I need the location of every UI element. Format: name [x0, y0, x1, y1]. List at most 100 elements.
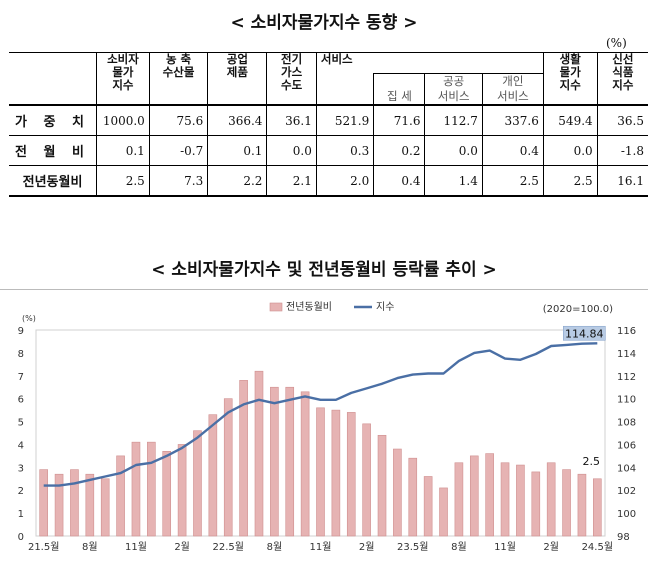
table-cell: 0.1 [96, 135, 150, 166]
yoy-bar [469, 455, 479, 537]
right-tick-label: 116 [617, 326, 636, 337]
table-row: 전년동월비 2.5 7.3 2.2 2.1 2.0 0.4 1.4 2.5 2.… [9, 165, 648, 197]
sub-header-text: 집 세 [386, 89, 412, 103]
table-cell: 7.3 [148, 165, 209, 197]
left-tick-label: 2 [18, 486, 24, 497]
table-cell: 1000.0 [96, 104, 150, 136]
yoy-bar [485, 453, 494, 537]
yoy-bar [208, 414, 218, 537]
x-tick-label: 8월 [267, 541, 283, 553]
sub-header-rent: 집 세 [373, 73, 426, 106]
col-header-cpi: 소비자 물가 지수 [96, 52, 150, 106]
chart-svg: 0 1 2 3 4 5 6 7 8 9 (%) 98 100 102 104 106 108 110 112 114 1… [18, 301, 636, 553]
yoy-bar [39, 469, 48, 537]
last-yoy-label: 2.5 [583, 455, 601, 468]
x-tick-label: 11월 [494, 541, 516, 553]
legend-label: 지수 [376, 301, 394, 313]
right-tick-label: 98 [617, 532, 630, 543]
right-tick-label: 106 [617, 440, 636, 451]
table-row: 가 중 치 1000.0 75.6 366.4 36.1 521.9 71.6 … [9, 104, 648, 136]
yoy-bar [393, 448, 402, 537]
sub-header-text: 공공 서비스 [437, 74, 470, 103]
left-tick-label: 8 [18, 349, 24, 360]
unit-label: (%) [606, 36, 627, 50]
service-blank-cell [315, 73, 375, 106]
legend-label: 전년동월비 [286, 301, 332, 313]
yoy-bar [239, 380, 248, 537]
yoy-bar [116, 455, 125, 537]
table-row: 전 월 비 0.1 -0.7 0.1 0.0 0.3 0.2 0.0 0.4 0… [9, 135, 648, 166]
yoy-bar [316, 407, 325, 537]
col-header-industrial: 공업 제품 [207, 52, 268, 106]
x-tick-label: 11월 [310, 541, 332, 553]
col-header-agri: 농 축 수산물 [148, 52, 209, 106]
table-cell: 71.6 [373, 104, 426, 136]
right-tick-label: 112 [617, 372, 636, 383]
col-header-utilities: 전기 가스 수도 [266, 52, 317, 106]
table-title: < 소비자물가지수 동향 > [230, 13, 418, 33]
row-label: 전 월 비 [9, 135, 98, 166]
left-tick-label: 4 [18, 440, 24, 451]
right-tick-label: 102 [617, 486, 636, 497]
right-tick-label: 108 [617, 418, 636, 429]
yoy-bar [439, 487, 448, 537]
sub-header-personal: 개인 서비스 [481, 73, 544, 106]
yoy-bar [362, 423, 371, 537]
sub-header-public: 공공 서비스 [424, 73, 483, 106]
yoy-bar [147, 441, 156, 537]
table-cell: 2.5 [542, 165, 598, 197]
yoy-bar [162, 451, 172, 537]
col-header-living: 생활 물가 지수 [542, 52, 598, 106]
left-tick-label: 1 [18, 509, 24, 520]
table-cell: 2.5 [96, 165, 150, 197]
col-header-fresh: 신선 식품 지수 [596, 52, 648, 106]
x-tick-label: 11월 [125, 541, 147, 553]
yoy-bar [423, 476, 433, 537]
table-cell: 0.0 [266, 135, 317, 166]
legend-swatch-bar [269, 302, 283, 312]
yoy-bar [193, 430, 202, 537]
table-cell: 0.4 [373, 165, 426, 197]
x-tick-label: 2월 [174, 541, 190, 553]
col-header-text: 농 축 수산물 [162, 52, 195, 79]
table-cell: 337.6 [481, 104, 544, 136]
yoy-bar [577, 473, 587, 537]
table-cell: 2.1 [266, 165, 317, 197]
col-header-text: 소비자 물가 지수 [107, 52, 139, 92]
x-tick-label: 22.5월 [212, 541, 243, 553]
yoy-bar [300, 391, 310, 537]
table-cell: 2.0 [315, 165, 375, 197]
yoy-bar [593, 478, 602, 537]
cpi-chart: 0 1 2 3 4 5 6 7 8 9 (%) 98 100 102 104 106 108 110 112 114 1… [0, 289, 648, 572]
index-line [43, 342, 598, 487]
yoy-bar [377, 434, 387, 537]
right-tick-label: 114 [617, 349, 636, 360]
row-label: 전년동월비 [9, 165, 98, 197]
col-header-text: 전기 가스 수도 [281, 52, 303, 92]
yoy-bar [331, 409, 341, 537]
x-tick-label: 21.5월 [28, 541, 59, 553]
yoy-bar [177, 444, 187, 537]
table-cell: 549.4 [542, 104, 598, 136]
col-header-text: 공업 제품 [226, 52, 248, 79]
table-cell: 366.4 [207, 104, 268, 136]
yoy-bar [54, 473, 64, 537]
right-tick-label: 104 [617, 463, 636, 474]
left-tick-label: 9 [18, 326, 24, 337]
table-cell: 0.0 [424, 135, 483, 166]
sub-header-text: 개인 서비스 [496, 74, 529, 103]
x-tick-label: 8월 [82, 541, 98, 553]
table-cell: 16.1 [596, 165, 648, 197]
right-tick-label: 110 [617, 395, 636, 406]
right-tick-label: 100 [617, 509, 636, 520]
left-tick-label: 0 [18, 532, 24, 543]
table-cell: 36.5 [596, 104, 648, 136]
col-header-text: 생활 물가 지수 [559, 52, 581, 92]
table-cell: 0.1 [207, 135, 268, 166]
left-tick-label: 7 [18, 372, 24, 383]
base-note: (2020=100.0) [543, 304, 613, 315]
last-index-label: 114.84 [565, 327, 604, 340]
yoy-bar [270, 386, 279, 537]
table-cell: -0.7 [148, 135, 209, 166]
yoy-bar [223, 398, 233, 537]
